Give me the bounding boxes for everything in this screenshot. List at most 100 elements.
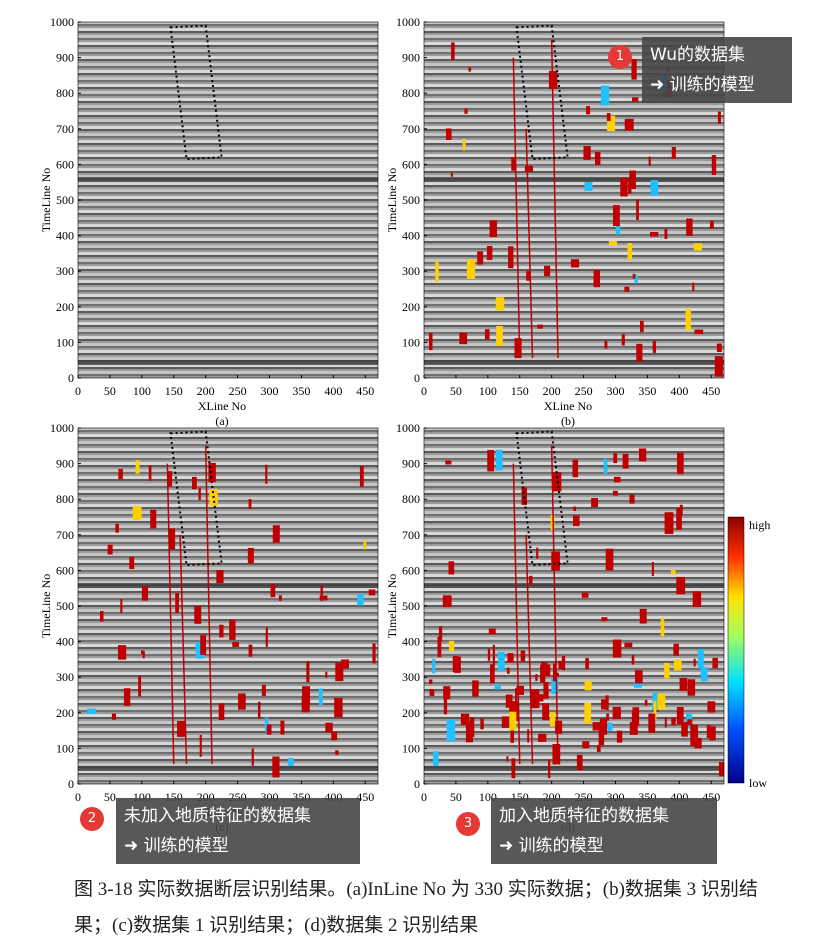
fault-blob (278, 595, 282, 601)
x-tick-label: 50 (104, 384, 116, 398)
fault-blob (264, 717, 269, 732)
fault-blob (632, 707, 640, 726)
fault-blob (676, 452, 684, 475)
fault-blob (685, 309, 691, 331)
y-tick-label: 900 (56, 457, 74, 471)
fault-blob (238, 693, 246, 710)
fault-blob (462, 139, 466, 151)
fault-blob (711, 155, 717, 175)
fault-blob (487, 648, 491, 661)
fault-blob (515, 688, 518, 703)
y-tick-label: 400 (402, 229, 420, 243)
fault-blob (514, 338, 522, 358)
fault-blob (621, 334, 625, 346)
y-axis-label: TimeLine No (385, 168, 399, 233)
fault-blob (363, 539, 367, 550)
fault-blob (552, 663, 557, 682)
fault-blob (442, 595, 452, 608)
fault-blob (141, 650, 144, 655)
horizon (424, 766, 724, 771)
fault-blob (612, 490, 618, 496)
fault-blob (673, 643, 679, 656)
fault-blob (111, 713, 116, 720)
y-tick-label: 600 (402, 563, 420, 577)
fault-blob (551, 677, 559, 694)
y-tick-label: 200 (402, 706, 420, 720)
fault-blob (664, 512, 674, 534)
fault-blob (612, 706, 621, 720)
fault-blob (536, 547, 539, 559)
fault-blob (634, 681, 643, 688)
y-axis-label: TimeLine No (385, 574, 399, 639)
fault-blob (438, 626, 443, 642)
y-tick-label: 100 (56, 741, 74, 755)
fault-blob (694, 329, 704, 335)
x-tick-label: 400 (324, 384, 342, 398)
fault-blob (605, 548, 614, 571)
fault-blob (582, 741, 590, 749)
y-axis-label: TimeLine No (39, 168, 53, 233)
fault-blob (320, 585, 323, 601)
fault-blob (676, 507, 682, 530)
fault-blob (529, 575, 533, 585)
fault-blob (132, 506, 142, 521)
fault-blob (629, 494, 635, 504)
fault-blob (451, 42, 455, 60)
fault-blob (142, 651, 145, 659)
y-tick-label: 300 (56, 670, 74, 684)
fault-blob (601, 617, 608, 622)
fault-blob (335, 662, 344, 682)
y-tick-label: 300 (402, 670, 420, 684)
fault-blob (561, 656, 566, 671)
x-axis-label: XLine No (544, 399, 592, 413)
fault-blob (651, 562, 654, 577)
fault-blob (526, 271, 530, 281)
fault-blob (548, 759, 551, 779)
y-tick-label: 200 (56, 706, 74, 720)
fault-blob (466, 259, 476, 279)
fault-blob (551, 551, 560, 571)
fault-blob (631, 655, 635, 665)
fault-blob (357, 594, 364, 606)
fault-blob (516, 685, 525, 695)
fault-blob (552, 743, 561, 765)
fault-blob (459, 332, 468, 345)
y-tick-label: 400 (56, 635, 74, 649)
y-tick-label: 1000 (50, 15, 74, 29)
horizon (424, 177, 724, 182)
fault-blob (99, 611, 104, 622)
fault-blob (638, 448, 647, 462)
fault-blob (629, 721, 638, 735)
fault-blob (448, 561, 455, 575)
fault-blob (540, 664, 546, 683)
fault-blob (319, 595, 328, 601)
fault-blob (135, 460, 140, 474)
fault-blob (636, 199, 639, 220)
fault-blob (707, 701, 716, 713)
fault-blob (446, 719, 456, 742)
fault-blob (714, 356, 723, 377)
y-tick-label: 800 (402, 86, 420, 100)
fault-blob (671, 717, 676, 726)
y-tick-label: 1000 (396, 421, 420, 435)
fault-blob (510, 723, 515, 743)
y-tick-label: 800 (402, 492, 420, 506)
fault-blob (318, 688, 323, 706)
x-tick-label: 50 (450, 384, 462, 398)
x-tick-label: 450 (702, 384, 720, 398)
fault-blob (129, 556, 135, 570)
fault-blob (229, 619, 236, 640)
fault-blob (325, 722, 333, 733)
fault-blob (429, 679, 433, 684)
fault-blob (664, 717, 667, 728)
fault-blob (629, 170, 636, 190)
fault-blob (687, 719, 693, 726)
fault-blob (218, 703, 225, 720)
fault-blob (120, 599, 123, 613)
fault-blob (488, 628, 496, 635)
fault-blob (599, 718, 608, 735)
fault-blob (632, 273, 636, 279)
y-tick-label: 700 (402, 122, 420, 136)
y-tick-label: 0 (414, 777, 420, 791)
fault-blob (573, 506, 577, 511)
